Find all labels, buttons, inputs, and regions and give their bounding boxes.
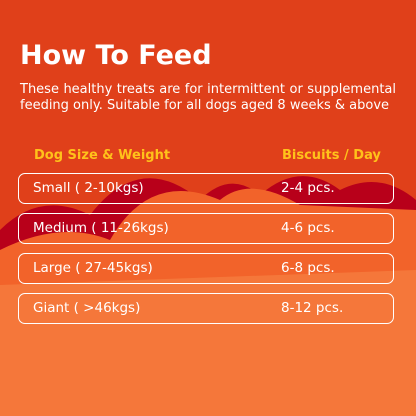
title: How To Feed	[20, 40, 212, 71]
table-cell: Giant ( >46kgs)	[33, 300, 141, 316]
table-cell: Small ( 2-10kgs)	[33, 180, 144, 196]
table-cell: Large ( 27-45kgs)	[33, 260, 153, 276]
table-row: Small ( 2-10kgs) 2-4 pcs.	[18, 173, 394, 204]
table-cell: 6-8 pcs.	[281, 260, 335, 276]
description: These healthy treats are for intermitten…	[20, 82, 396, 113]
table-cell: Medium ( 11-26kgs)	[33, 220, 169, 236]
table-cell: 4-6 pcs.	[281, 220, 335, 236]
column-header: Biscuits / Day	[282, 148, 381, 163]
column-header: Dog Size & Weight	[34, 148, 171, 163]
table-cell: 8-12 pcs.	[281, 300, 344, 316]
table-row: Giant ( >46kgs) 8-12 pcs.	[18, 293, 394, 324]
table-row: Large ( 27-45kgs) 6-8 pcs.	[18, 253, 394, 284]
table-row: Medium ( 11-26kgs) 4-6 pcs.	[18, 213, 394, 244]
table-cell: 2-4 pcs.	[281, 180, 335, 196]
